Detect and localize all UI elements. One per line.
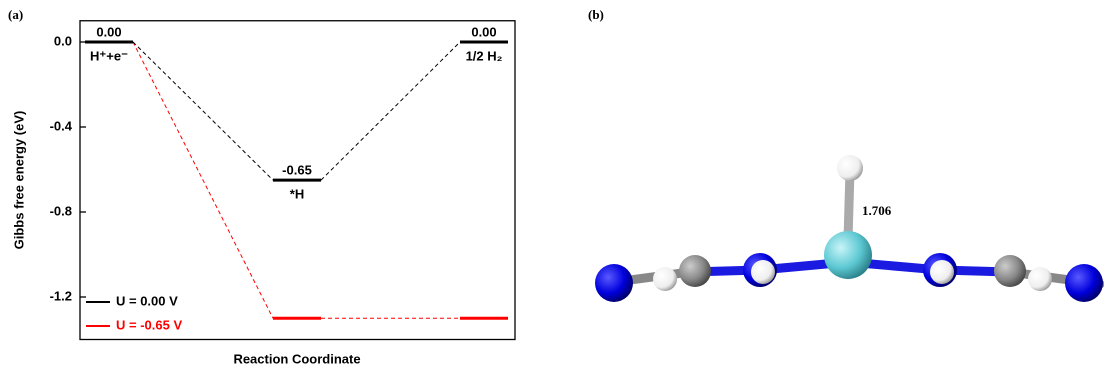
value-label: -0.65 [282, 163, 312, 178]
y-tick-label: -0.4 [50, 118, 73, 133]
connector [133, 42, 273, 180]
value-label: 0.00 [471, 24, 496, 39]
molecule: 1.706 [595, 155, 1103, 302]
y-tick-label: -0.8 [50, 203, 72, 218]
panel-label: (b) [588, 7, 604, 22]
legend-label: U = -0.65 V [116, 317, 182, 332]
value-label: 0.00 [96, 24, 121, 39]
legend-label: U = 0.00 V [116, 293, 178, 308]
figure: (a) (b) Reaction Coordinate Gibbs free e… [0, 0, 1104, 374]
y-axis-title: Gibbs free energy (eV) [11, 111, 26, 250]
panel-label: (a) [8, 7, 23, 22]
bond-length: 1.706 [862, 203, 892, 218]
level-label: 1/2 H₂ [466, 48, 503, 63]
level-label: H⁺+e⁻ [90, 48, 128, 63]
y-tick-label: 0.0 [54, 33, 72, 48]
connector [133, 42, 273, 318]
x-axis-title: Reaction Coordinate [233, 351, 360, 366]
level-label: *H [290, 187, 304, 202]
y-tick-label: -1.2 [50, 288, 72, 303]
connector [321, 42, 460, 180]
